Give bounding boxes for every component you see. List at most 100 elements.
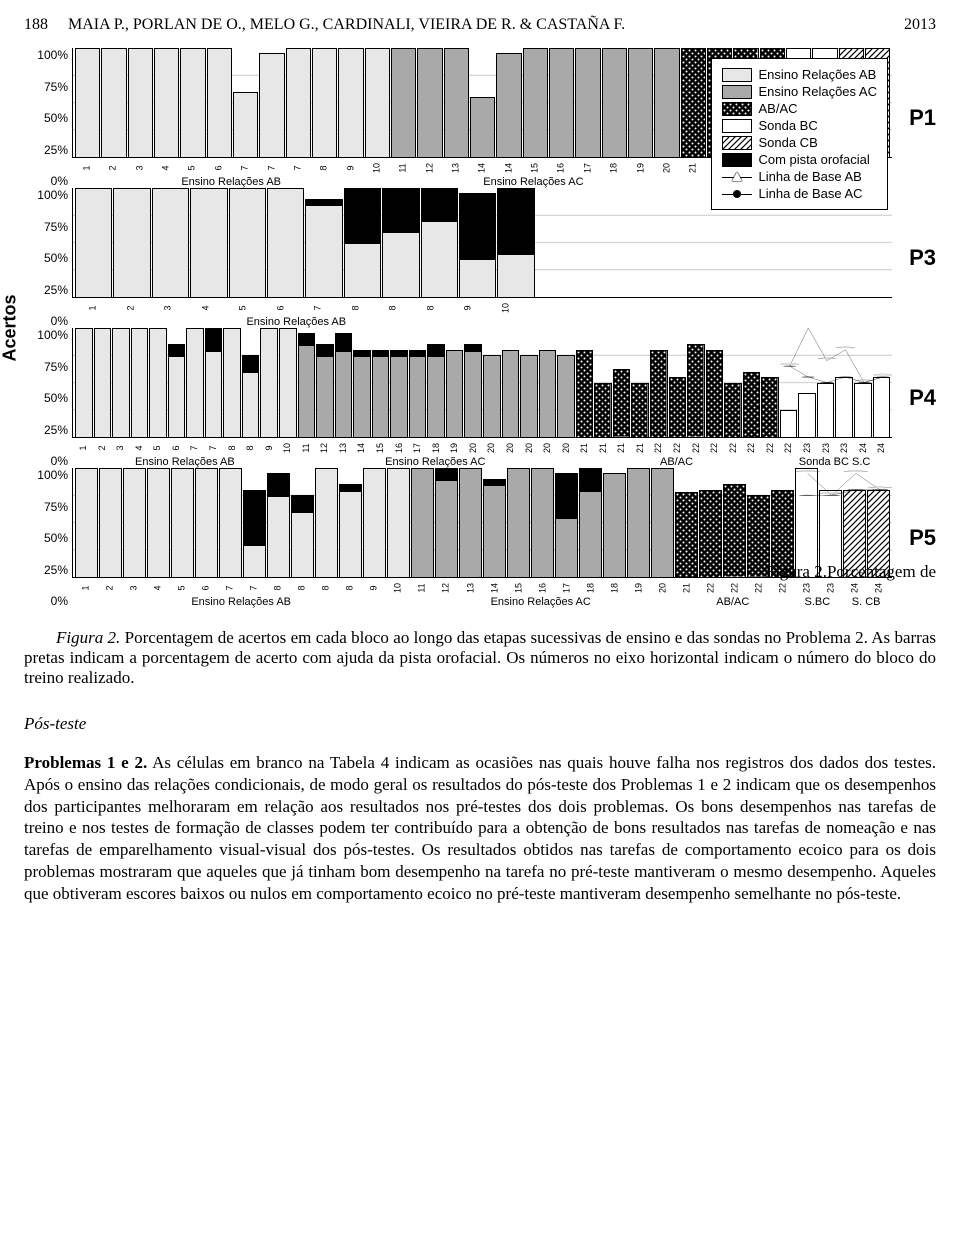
bar (464, 344, 482, 437)
bar (446, 350, 464, 437)
legend-item: Ensino Relações AC (722, 84, 877, 99)
bar (338, 48, 363, 157)
bar (305, 199, 342, 297)
bar (195, 468, 218, 577)
bar (123, 468, 146, 577)
bar (335, 333, 353, 437)
legend-item: Ensino Relações AB (722, 67, 877, 82)
bar (627, 468, 650, 577)
header-authors: MAIA P., PORLAN DE O., MELO G., CARDINAL… (68, 16, 625, 34)
x-axis-ticks: 1234567788910111213141516171819202020202… (72, 438, 892, 456)
bar (549, 48, 574, 157)
legend-item: Com pista orofacial (722, 152, 877, 167)
bar (152, 188, 189, 297)
bar (724, 383, 742, 438)
legend-item: Sonda CB (722, 135, 877, 150)
bar (650, 350, 668, 437)
bar (873, 377, 891, 437)
bar (168, 344, 186, 437)
legend-item: Linha de Base AB (722, 169, 877, 184)
bar (417, 48, 442, 157)
bar (409, 350, 427, 437)
bar (496, 53, 521, 157)
section-labels: Ensino Relações ABEnsino Relações ACAB/A… (72, 596, 892, 608)
bar (557, 355, 575, 437)
bar (147, 468, 170, 577)
bar (286, 48, 311, 157)
legend-item: Linha de Base AC (722, 186, 877, 201)
bar (780, 410, 798, 437)
bar (242, 355, 260, 437)
bar (186, 328, 204, 437)
bar (154, 48, 179, 157)
chart-legend: Ensino Relações ABEnsino Relações ACAB/A… (711, 58, 888, 210)
bar (444, 48, 469, 157)
chart-panel-P4: 100%75%50%25%0%1234567788910111213141516… (24, 328, 936, 468)
bar (602, 48, 627, 157)
bar (291, 495, 314, 577)
bar (223, 328, 241, 437)
bar (723, 484, 746, 577)
bar (579, 468, 602, 577)
bar (706, 350, 724, 437)
body-paragraph: Problemas 1 e 2. As células em branco na… (24, 752, 936, 904)
bar (675, 492, 698, 577)
section-subhead: Pós-teste (24, 714, 936, 734)
bar (687, 344, 705, 437)
bar (229, 188, 266, 297)
panel-label: P5 (892, 468, 936, 608)
bar (761, 377, 779, 437)
bar (497, 188, 534, 297)
bar (353, 350, 371, 437)
bar (180, 48, 205, 157)
bar (207, 48, 232, 157)
bar (483, 355, 501, 437)
bar (279, 328, 297, 437)
bar (339, 484, 362, 577)
bar (427, 344, 445, 437)
bar (575, 48, 600, 157)
bar (539, 350, 557, 437)
bar (131, 328, 149, 437)
header-year: 2013 (904, 16, 936, 34)
page-number: 188 (24, 16, 48, 34)
section-labels: Ensino Relações AB (72, 316, 892, 328)
bar (459, 468, 482, 577)
bar (267, 188, 304, 297)
bar (75, 48, 100, 157)
bar (651, 468, 674, 577)
panel-label: P3 (892, 188, 936, 328)
bar (101, 48, 126, 157)
bar (817, 383, 835, 438)
inline-caption: Figura 2.Porcentagem de (766, 562, 936, 582)
bar (75, 468, 98, 577)
bar (594, 383, 612, 438)
bar (267, 473, 290, 577)
bar (260, 328, 278, 437)
bar (854, 383, 872, 438)
y-axis-ticks: 100%75%50%25%0% (24, 48, 72, 188)
bar (421, 188, 458, 297)
bar (259, 53, 284, 157)
bar (365, 48, 390, 157)
bar (387, 468, 410, 577)
bar (312, 48, 337, 157)
running-head: 188 MAIA P., PORLAN DE O., MELO G., CARD… (24, 16, 936, 34)
bar (631, 383, 649, 438)
x-axis-ticks: 1234567888910 (72, 298, 892, 316)
legend-item: Sonda BC (722, 118, 877, 133)
bar (75, 328, 93, 437)
bar (603, 473, 626, 577)
plot-area (72, 328, 892, 438)
bar (363, 468, 386, 577)
bar (483, 479, 506, 577)
bar (520, 355, 538, 437)
bar (470, 97, 495, 157)
panel-label: P4 (892, 328, 936, 468)
bar (613, 369, 631, 437)
bar (459, 193, 496, 297)
bar (390, 350, 408, 437)
bar (298, 333, 316, 437)
bar (795, 468, 818, 577)
bar (669, 377, 687, 437)
